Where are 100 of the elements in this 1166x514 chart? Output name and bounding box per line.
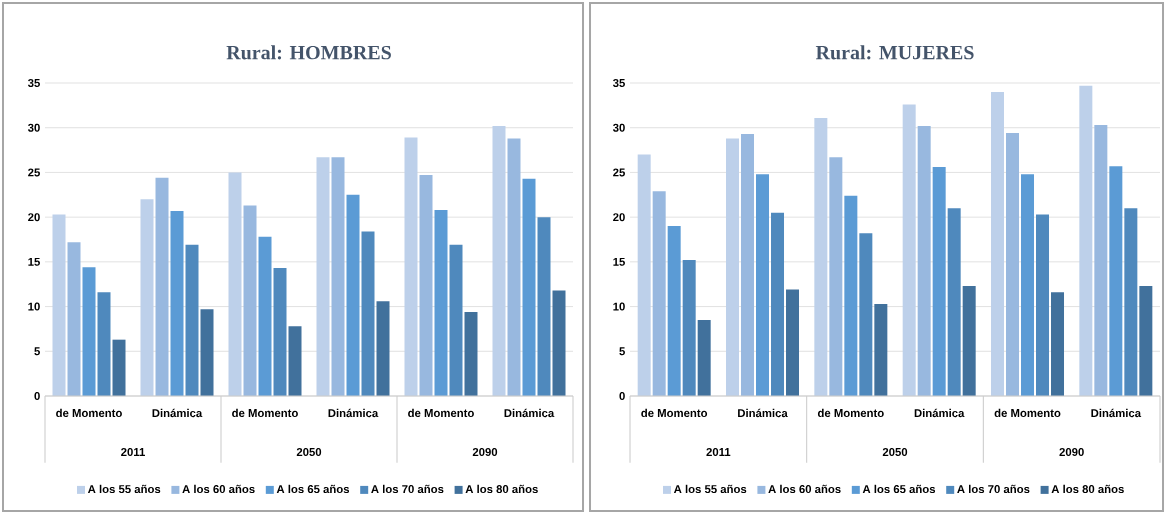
y-tick-label: 25 bbox=[28, 168, 40, 177]
bar bbox=[726, 138, 740, 396]
text: 2050 bbox=[882, 448, 908, 457]
bar bbox=[859, 233, 873, 396]
bar bbox=[991, 91, 1005, 396]
y-tick-label: 0 bbox=[619, 392, 625, 401]
bar bbox=[552, 290, 566, 396]
bar bbox=[288, 326, 302, 396]
text: 2011 bbox=[121, 448, 145, 457]
bar bbox=[140, 199, 154, 396]
bar bbox=[1021, 174, 1035, 396]
legend-label: A los 60 años bbox=[182, 484, 255, 494]
text: 2090 bbox=[1059, 448, 1084, 457]
bar bbox=[243, 205, 257, 396]
bar bbox=[932, 167, 946, 396]
x-tick-label: Dinámica bbox=[1091, 408, 1142, 418]
bar bbox=[786, 289, 800, 396]
bar bbox=[637, 154, 651, 396]
bar bbox=[492, 125, 506, 396]
bar bbox=[1006, 133, 1020, 396]
bar bbox=[697, 319, 711, 396]
y-tick-label: 0 bbox=[34, 392, 40, 401]
x-tick-label: de Momento bbox=[408, 408, 474, 418]
bar bbox=[434, 209, 448, 396]
bar bbox=[258, 236, 272, 396]
legend-label: A los 80 años bbox=[1051, 484, 1124, 494]
y-tick-label: 15 bbox=[613, 257, 625, 266]
bar bbox=[756, 174, 770, 396]
bar bbox=[1124, 208, 1138, 396]
bar bbox=[814, 117, 828, 396]
bar bbox=[331, 157, 345, 396]
bar bbox=[97, 292, 111, 396]
y-tick-label: 30 bbox=[27, 123, 40, 132]
y-tick-label: 20 bbox=[28, 213, 40, 222]
bar bbox=[1036, 214, 1050, 396]
y-tick-label: 5 bbox=[34, 347, 40, 356]
text: 2011 bbox=[706, 448, 731, 457]
bar bbox=[537, 217, 551, 396]
x-tick-label: Dinámica bbox=[914, 408, 965, 418]
y-tick-label: 10 bbox=[28, 302, 40, 311]
x-tick-label: Dinámica bbox=[152, 408, 203, 418]
bar bbox=[962, 286, 976, 396]
bar bbox=[1051, 292, 1065, 396]
bar bbox=[185, 244, 199, 396]
bar bbox=[419, 175, 433, 396]
y-tick-label: 25 bbox=[613, 168, 625, 177]
y-tick-label: 15 bbox=[28, 257, 40, 266]
legend-label: A los 65 años bbox=[862, 484, 936, 494]
legend-label: A los 65 años bbox=[276, 484, 350, 494]
bar bbox=[316, 157, 330, 396]
bar bbox=[682, 260, 696, 396]
bar bbox=[376, 301, 390, 396]
bar bbox=[1109, 166, 1123, 396]
x-tick-label: Dinámica bbox=[738, 408, 788, 418]
bar bbox=[1139, 286, 1153, 396]
bar bbox=[155, 177, 169, 396]
legend-label: A los 70 años bbox=[957, 484, 1030, 494]
chart-title: Rural: MUJERES bbox=[815, 45, 974, 60]
x-tick-label: Dinámica bbox=[504, 408, 555, 418]
x-tick-label: de Momento bbox=[817, 408, 884, 418]
bar bbox=[667, 226, 681, 396]
x-tick-label: Dinámica bbox=[328, 408, 379, 418]
chart-title: Rural: HOMBRES bbox=[226, 45, 391, 60]
bar bbox=[228, 172, 242, 396]
bar bbox=[67, 242, 81, 396]
y-tick-label: 20 bbox=[613, 213, 625, 222]
bar bbox=[464, 311, 478, 396]
bar bbox=[404, 137, 418, 396]
bar bbox=[1079, 85, 1093, 396]
bar bbox=[361, 231, 375, 396]
bar bbox=[1094, 125, 1108, 396]
legend-label: A los 70 años bbox=[371, 484, 444, 494]
legend-label: A los 80 años bbox=[465, 484, 538, 494]
legend-label: A los 55 años bbox=[673, 484, 747, 494]
x-tick-label: de Momento bbox=[994, 408, 1061, 418]
bar bbox=[741, 133, 755, 396]
bar bbox=[771, 212, 785, 396]
x-tick-label: de Momento bbox=[232, 408, 298, 418]
bar bbox=[52, 214, 66, 396]
text: 2050 bbox=[296, 448, 322, 457]
bar bbox=[273, 268, 287, 396]
bar bbox=[522, 178, 536, 396]
text: 2090 bbox=[472, 448, 498, 457]
bar bbox=[82, 267, 96, 396]
legend-label: A los 60 años bbox=[768, 484, 841, 494]
bar bbox=[112, 339, 126, 396]
bar bbox=[874, 303, 888, 396]
bar bbox=[947, 208, 961, 396]
bar bbox=[507, 138, 521, 396]
y-tick-label: 5 bbox=[619, 347, 625, 356]
bar bbox=[200, 309, 214, 396]
y-tick-label: 30 bbox=[612, 123, 625, 132]
y-tick-label: 10 bbox=[613, 302, 625, 311]
x-tick-label: de Momento bbox=[641, 408, 708, 418]
bar bbox=[844, 195, 858, 396]
y-tick-label: 35 bbox=[27, 78, 40, 88]
bar bbox=[449, 244, 463, 396]
legend-label: A los 55 años bbox=[87, 484, 161, 494]
y-tick-label: 35 bbox=[612, 78, 625, 88]
bar bbox=[652, 191, 666, 396]
